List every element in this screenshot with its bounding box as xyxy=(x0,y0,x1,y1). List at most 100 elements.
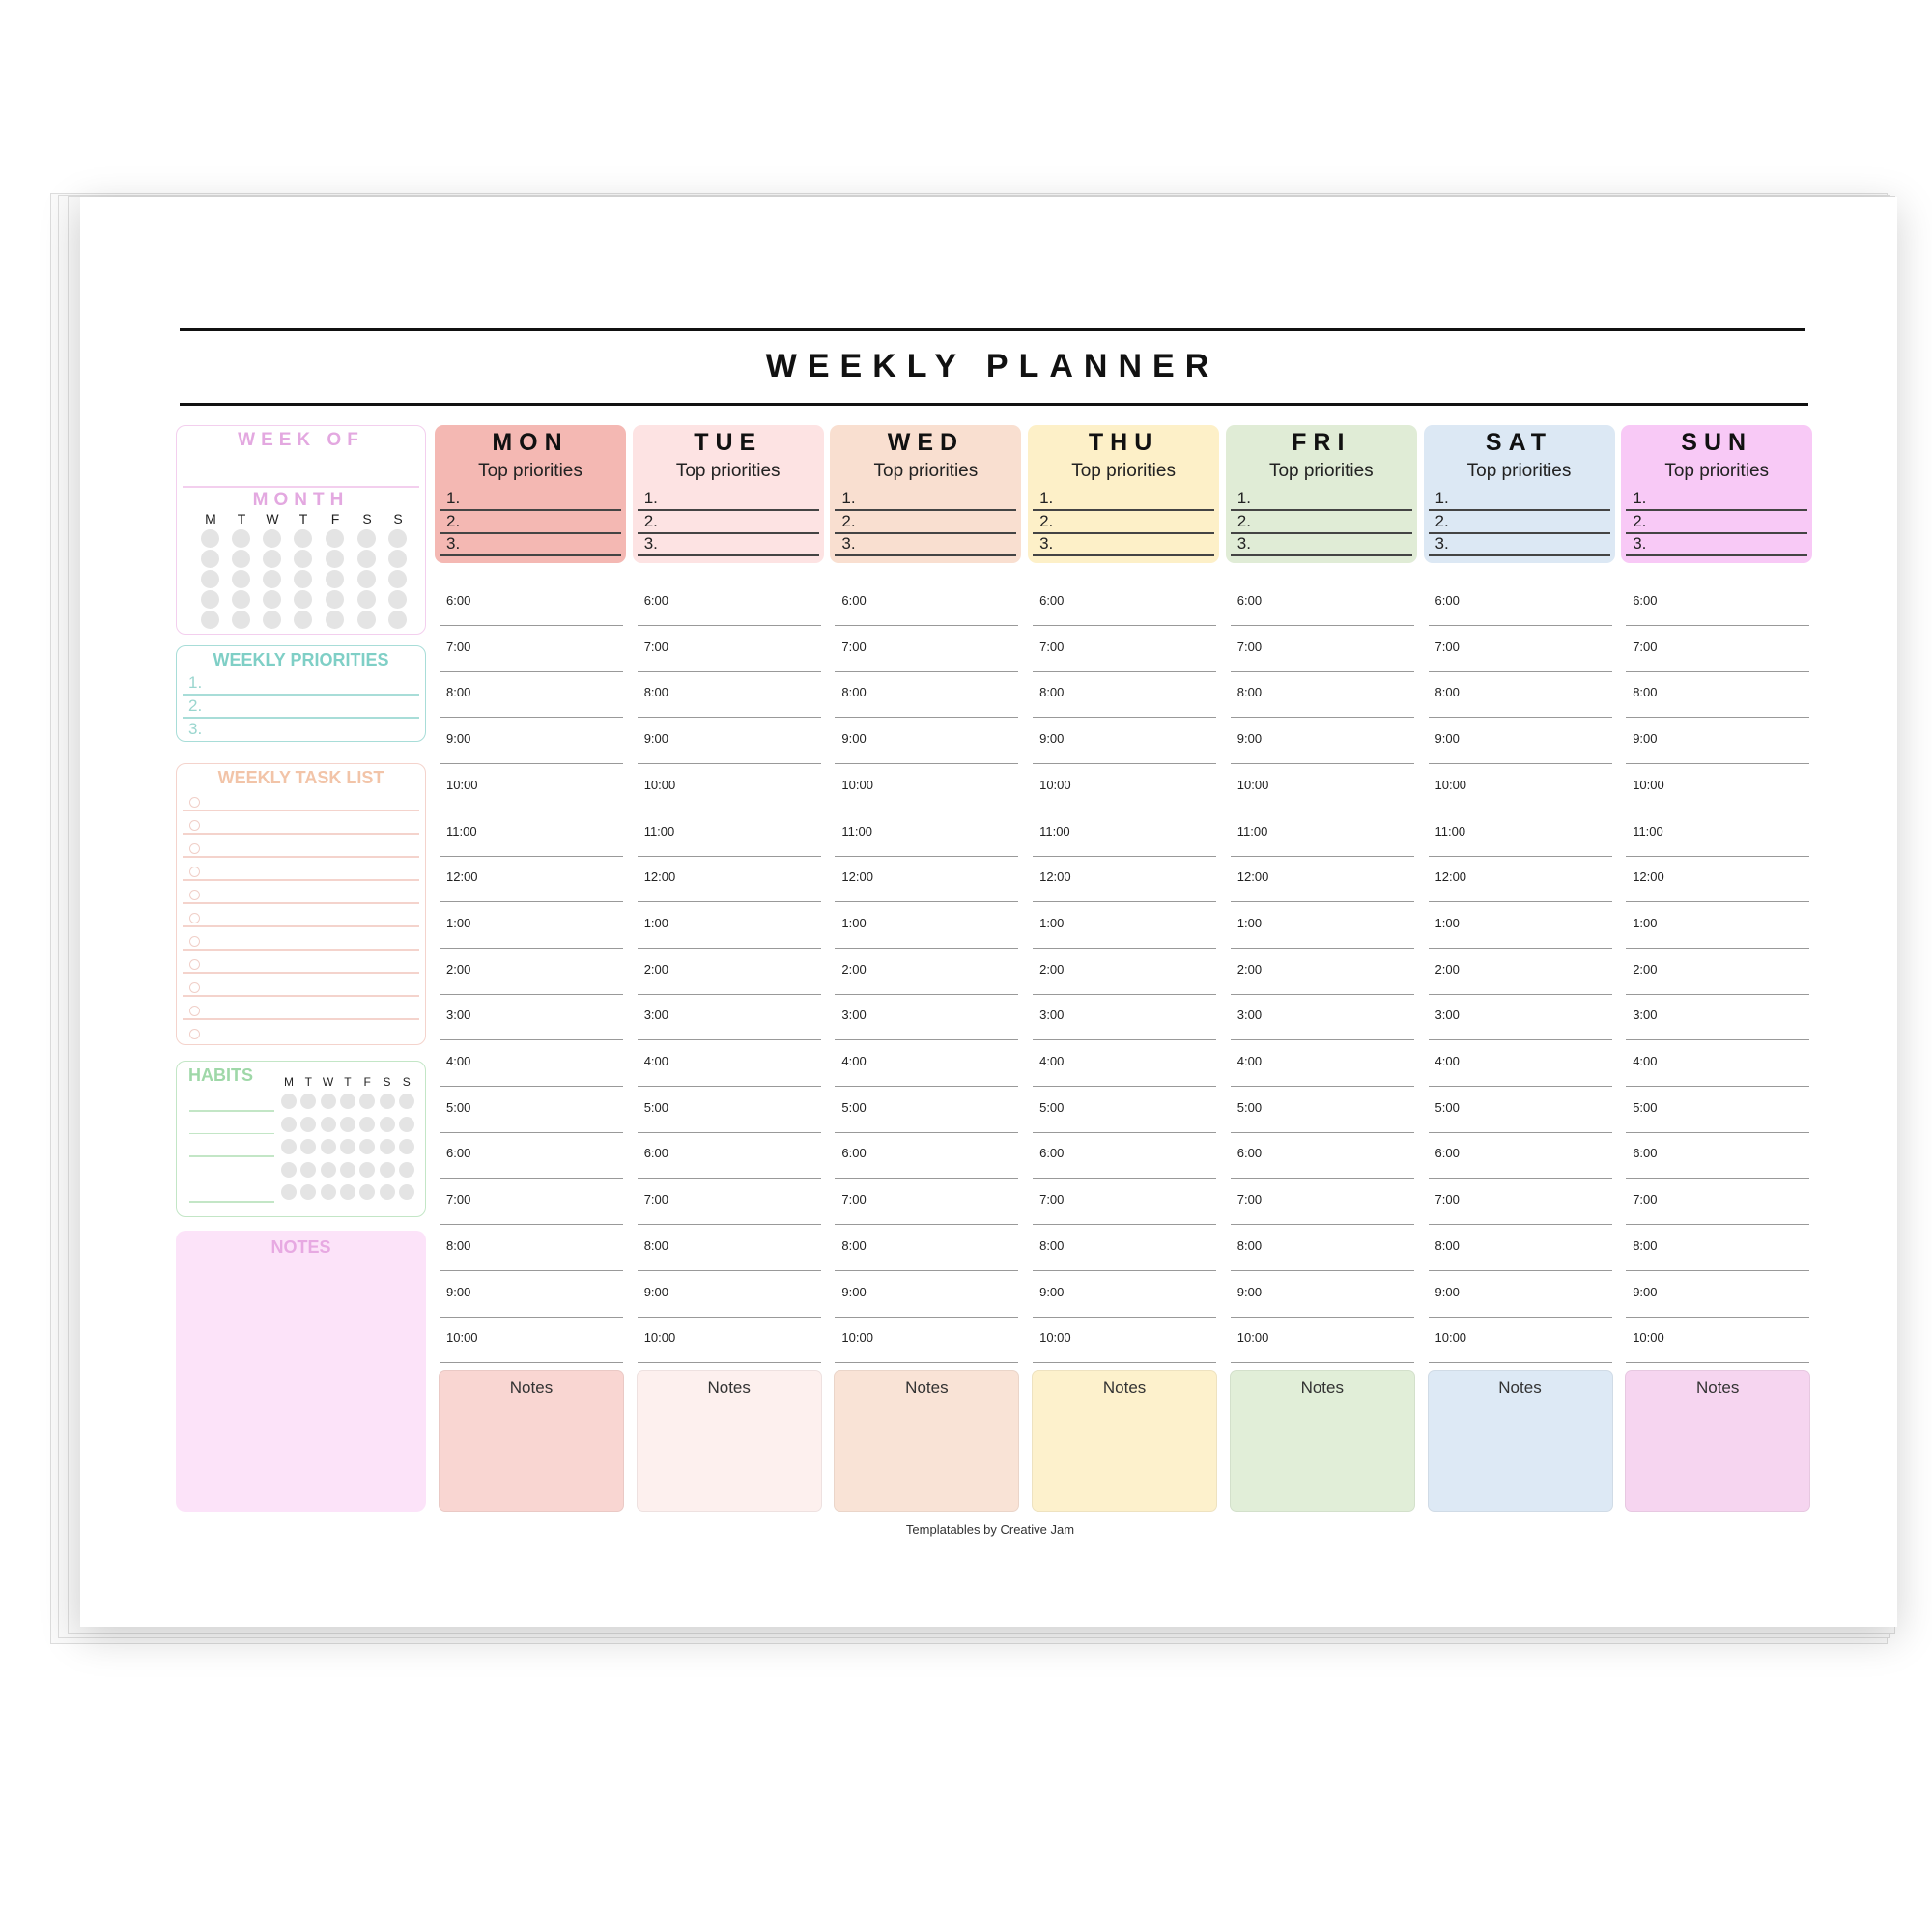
calendar-day-dot[interactable] xyxy=(357,570,376,588)
weekly-task-list-box[interactable]: WEEKLY TASK LIST xyxy=(176,763,426,1045)
calendar-day-dot[interactable] xyxy=(201,550,219,568)
time-slot-line[interactable] xyxy=(1626,1178,1810,1179)
time-slot-line[interactable] xyxy=(637,763,821,765)
day-notes-box[interactable]: Notes xyxy=(1625,1370,1811,1512)
time-slot-line[interactable] xyxy=(1033,901,1217,903)
time-slot-line[interactable] xyxy=(835,670,1019,672)
time-slot-line[interactable] xyxy=(1626,901,1810,903)
time-slot-line[interactable] xyxy=(1230,1131,1414,1133)
week-of-box[interactable]: WEEK OF MONTH M T W T F S S xyxy=(176,425,426,635)
habit-dot[interactable] xyxy=(398,1116,414,1132)
calendar-day-dot[interactable] xyxy=(388,570,407,588)
habit-dot[interactable] xyxy=(379,1161,395,1178)
priority-number[interactable]: 1. xyxy=(1435,489,1449,507)
calendar-day-dot[interactable] xyxy=(388,590,407,609)
time-slot-line[interactable] xyxy=(440,1039,623,1041)
calendar-day-dot[interactable] xyxy=(232,570,250,588)
calendar-day-dot[interactable] xyxy=(294,611,312,629)
time-slot-line[interactable] xyxy=(440,717,623,719)
time-slot-line[interactable] xyxy=(440,947,623,949)
priority-number[interactable]: 1. xyxy=(1633,489,1647,507)
time-slot-line[interactable] xyxy=(1626,947,1810,949)
time-slot-line[interactable] xyxy=(1626,1224,1810,1226)
priority-number[interactable]: 1. xyxy=(1236,489,1251,507)
time-slot-line[interactable] xyxy=(1428,993,1612,995)
time-slot-line[interactable] xyxy=(1033,1178,1217,1179)
calendar-day-dot[interactable] xyxy=(388,550,407,568)
habit-dot[interactable] xyxy=(281,1184,297,1200)
habit-dot[interactable] xyxy=(320,1094,336,1109)
time-slot-line[interactable] xyxy=(1033,1362,1217,1364)
time-slot-line[interactable] xyxy=(637,670,821,672)
day-notes-box[interactable]: Notes xyxy=(1427,1370,1613,1512)
time-slot-line[interactable] xyxy=(637,1362,821,1364)
priority-number[interactable]: 3. xyxy=(1039,534,1054,553)
time-slot-line[interactable] xyxy=(440,1316,623,1318)
time-slot-line[interactable] xyxy=(1230,1086,1414,1087)
calendar-day-dot[interactable] xyxy=(232,611,250,629)
priority-number[interactable]: 1. xyxy=(643,489,658,507)
time-slot-line[interactable] xyxy=(1033,947,1217,949)
time-slot-line[interactable] xyxy=(637,1039,821,1041)
time-slot-line[interactable] xyxy=(1428,670,1612,672)
habit-dot[interactable] xyxy=(281,1139,297,1154)
habit-dot[interactable] xyxy=(320,1184,336,1200)
time-slot-line[interactable] xyxy=(1230,993,1414,995)
calendar-day-dot[interactable] xyxy=(201,529,219,548)
habit-dot[interactable] xyxy=(398,1161,414,1178)
time-slot-line[interactable] xyxy=(637,855,821,857)
time-slot-line[interactable] xyxy=(835,1131,1019,1133)
time-slot-line[interactable] xyxy=(835,901,1019,903)
calendar-day-dot[interactable] xyxy=(294,550,312,568)
time-slot-line[interactable] xyxy=(1428,947,1612,949)
time-slot-line[interactable] xyxy=(1626,763,1810,765)
time-slot-line[interactable] xyxy=(440,1086,623,1087)
time-slot-line[interactable] xyxy=(1230,855,1414,857)
habit-dot[interactable] xyxy=(379,1139,395,1154)
task-checkbox[interactable] xyxy=(189,936,200,947)
time-slot-line[interactable] xyxy=(835,1178,1019,1179)
time-slot-line[interactable] xyxy=(637,717,821,719)
calendar-day-dot[interactable] xyxy=(326,529,344,548)
time-slot-line[interactable] xyxy=(1428,1269,1612,1271)
time-slot-line[interactable] xyxy=(1033,717,1217,719)
priority-number[interactable]: 2. xyxy=(1633,511,1647,530)
calendar-day-dot[interactable] xyxy=(201,611,219,629)
habit-dot[interactable] xyxy=(339,1139,355,1154)
calendar-day-dot[interactable] xyxy=(357,611,376,629)
time-slot-line[interactable] xyxy=(1428,1039,1612,1041)
time-slot-line[interactable] xyxy=(1033,1224,1217,1226)
habit-dot[interactable] xyxy=(359,1116,376,1132)
time-slot-line[interactable] xyxy=(1428,1131,1612,1133)
time-slot-line[interactable] xyxy=(1626,625,1810,626)
weekly-priorities-box[interactable]: WEEKLY PRIORITIES 1. 2. 3. xyxy=(176,645,426,742)
time-slot-line[interactable] xyxy=(440,763,623,765)
priority-number[interactable]: 1. xyxy=(1039,489,1054,507)
time-slot-line[interactable] xyxy=(1626,1039,1810,1041)
time-slot-line[interactable] xyxy=(637,901,821,903)
time-slot-line[interactable] xyxy=(1428,1086,1612,1087)
time-slot-line[interactable] xyxy=(1230,1224,1414,1226)
time-slot-line[interactable] xyxy=(835,625,1019,626)
calendar-day-dot[interactable] xyxy=(263,529,281,548)
calendar-day-dot[interactable] xyxy=(263,570,281,588)
time-slot-line[interactable] xyxy=(440,1131,623,1133)
priority-number[interactable]: 3. xyxy=(1435,534,1449,553)
calendar-day-dot[interactable] xyxy=(326,570,344,588)
habit-dot[interactable] xyxy=(320,1161,336,1178)
time-slot-line[interactable] xyxy=(1230,1362,1414,1364)
calendar-day-dot[interactable] xyxy=(294,570,312,588)
habit-dot[interactable] xyxy=(281,1161,297,1178)
day-notes-box[interactable]: Notes xyxy=(636,1370,822,1512)
time-slot-line[interactable] xyxy=(1230,717,1414,719)
habit-dot[interactable] xyxy=(300,1116,317,1132)
habit-dot[interactable] xyxy=(359,1094,376,1109)
time-slot-line[interactable] xyxy=(1428,763,1612,765)
time-slot-line[interactable] xyxy=(1428,1178,1612,1179)
time-slot-line[interactable] xyxy=(835,1362,1019,1364)
time-slot-line[interactable] xyxy=(1033,1039,1217,1041)
time-slot-line[interactable] xyxy=(1428,1362,1612,1364)
time-slot-line[interactable] xyxy=(1230,1178,1414,1179)
time-slot-line[interactable] xyxy=(637,1316,821,1318)
time-slot-line[interactable] xyxy=(637,1086,821,1087)
